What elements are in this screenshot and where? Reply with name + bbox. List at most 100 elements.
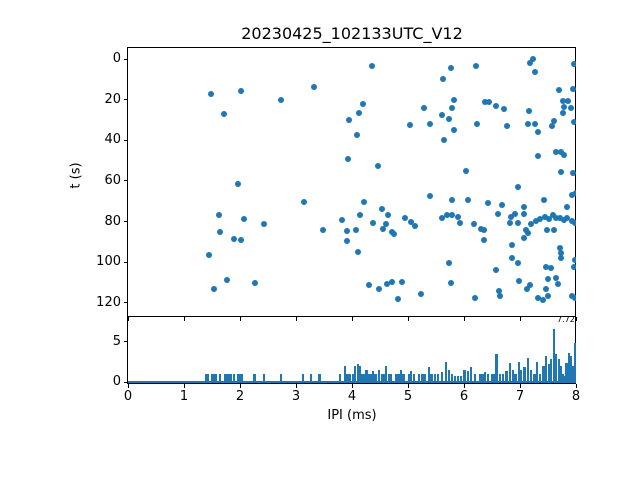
x-tick: [295, 384, 297, 388]
scatter-point: [360, 100, 367, 107]
scatter-point: [544, 226, 551, 233]
y-tick: [123, 261, 128, 263]
scatter-point: [500, 106, 507, 113]
histogram-bar: [433, 373, 436, 382]
histogram-bar: [526, 357, 529, 382]
scatter-point: [564, 203, 571, 210]
scatter-point: [571, 119, 576, 126]
histogram-bar: [365, 369, 368, 382]
scatter-point: [379, 225, 386, 232]
histogram-bar: [219, 373, 222, 382]
scatter-point: [353, 226, 360, 233]
scatter-point: [557, 214, 564, 221]
scatter-point: [450, 97, 457, 104]
scatter-point: [524, 229, 531, 236]
x-tick-label: 3: [291, 389, 301, 404]
scatter-point: [570, 264, 576, 270]
x-tick-boundary: [575, 317, 577, 321]
x-tick-boundary: [519, 317, 521, 321]
scatter-point: [532, 121, 539, 128]
x-tick-label: 4: [347, 389, 357, 404]
histogram-bar: [385, 365, 388, 382]
y-tick: [123, 99, 128, 101]
histogram-bar: [495, 353, 498, 382]
histogram-bar: [387, 373, 391, 382]
scatter-point: [206, 251, 213, 258]
scatter-point: [485, 199, 492, 206]
y-tick: [123, 341, 128, 342]
scatter-point: [509, 242, 516, 249]
scatter-point: [382, 221, 389, 228]
y-tick-label: 80: [104, 213, 121, 229]
y-tick: [123, 302, 128, 304]
scatter-point: [509, 254, 516, 261]
histogram-bar: [557, 359, 560, 382]
histogram-bar: [544, 356, 547, 382]
x-tick-label: 7: [515, 389, 525, 404]
scatter-point: [402, 215, 409, 221]
histogram-bar: [262, 373, 266, 382]
scatter-point: [570, 170, 576, 177]
scatter-point: [438, 111, 445, 118]
y-tick-label: 120: [96, 294, 121, 310]
scatter-point: [240, 215, 247, 222]
x-axis-label: IPI (ms): [327, 408, 377, 423]
y-axis-label: t (s): [68, 162, 84, 189]
scatter-point: [389, 279, 396, 286]
x-tick: [575, 384, 577, 388]
x-tick-boundary: [127, 317, 129, 321]
scatter-point: [550, 226, 557, 233]
scatter-point: [561, 151, 568, 158]
scatter-point: [480, 237, 487, 244]
histogram-plot-area: [128, 317, 576, 383]
scatter-point: [454, 213, 461, 220]
histogram-bar: [562, 373, 565, 382]
histogram-bar: [552, 328, 555, 382]
histogram-bar: [346, 373, 349, 382]
x-tick-boundary: [183, 317, 185, 321]
scatter-point: [343, 228, 350, 235]
histogram-bar: [227, 373, 230, 382]
scatter-point: [210, 285, 217, 292]
histogram-bar: [318, 373, 321, 382]
histogram-bar: [539, 373, 542, 382]
scatter-point: [234, 180, 241, 187]
histogram-bar: [554, 353, 557, 382]
x-tick-boundary: [239, 317, 241, 321]
scatter-point: [384, 281, 391, 288]
scatter-point: [448, 279, 455, 286]
scatter-point: [572, 257, 576, 264]
scatter-point: [399, 279, 406, 286]
scatter-point: [446, 260, 453, 267]
scatter-point: [568, 218, 575, 225]
scatter-point: [526, 282, 533, 289]
scatter-point: [528, 221, 535, 228]
x-tick: [519, 384, 521, 388]
scatter-point: [354, 249, 361, 256]
scatter-point: [420, 105, 427, 112]
scatter-point: [217, 228, 224, 235]
scatter-point: [449, 104, 456, 111]
scatter-point: [457, 219, 464, 226]
histogram-bar: [512, 369, 515, 382]
y-tick-label: 5: [112, 333, 121, 349]
histogram-bar: [253, 373, 256, 382]
histogram-bar: [372, 371, 375, 382]
scatter-point: [506, 220, 513, 227]
x-tick-boundary: [463, 317, 465, 321]
scatter-point: [571, 220, 576, 227]
scatter-point: [365, 282, 372, 289]
y-tick: [123, 139, 128, 141]
histogram-bar: [444, 361, 448, 382]
scatter-point: [471, 294, 478, 301]
scatter-point: [534, 153, 541, 160]
scatter-point: [564, 214, 571, 221]
histogram-bar: [418, 373, 421, 382]
histogram-bar: [447, 369, 450, 382]
scatter-point: [514, 183, 521, 190]
histogram-bar: [400, 369, 403, 382]
y-tick-label: 60: [104, 172, 121, 188]
histogram-bar: [352, 373, 355, 382]
y-tick-label: 0: [112, 51, 121, 66]
